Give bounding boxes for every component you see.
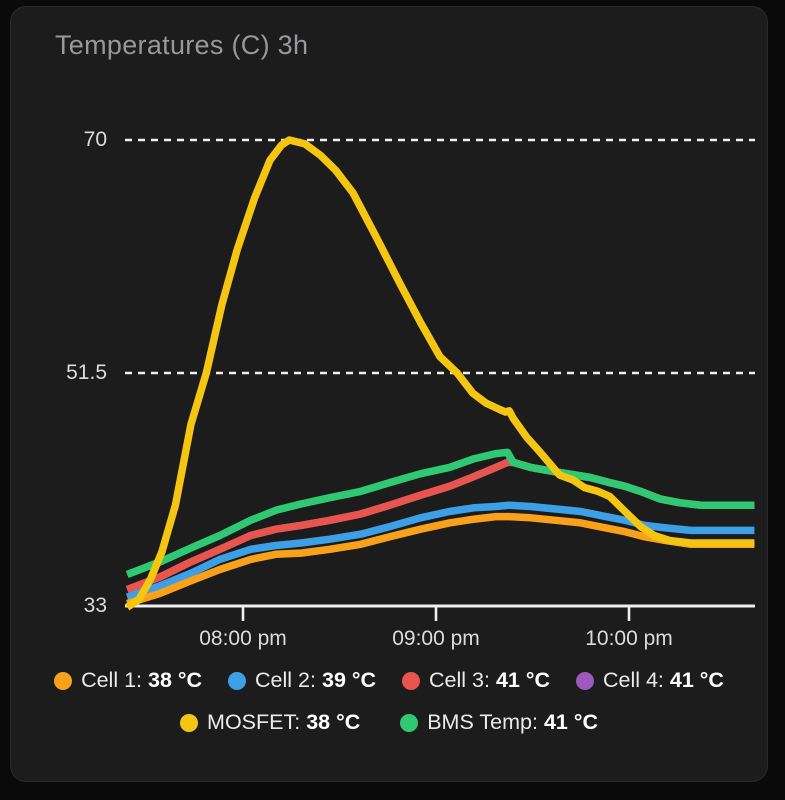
- y-axis-label: 70: [83, 128, 107, 151]
- legend-value: 38 °C: [306, 710, 361, 734]
- legend-label: Cell 3:: [429, 668, 490, 692]
- legend-item-cell1[interactable]: Cell 1: 38 °C: [54, 668, 202, 693]
- legend-value: 38 °C: [148, 668, 203, 692]
- legend-label: BMS Temp:: [427, 710, 538, 734]
- y-axis-label: 33: [83, 593, 107, 617]
- x-axis-label: 09:00 pm: [392, 627, 480, 650]
- chart-title: Temperatures (C) 3h: [55, 30, 309, 60]
- y-axis-label: 51.5: [66, 360, 107, 384]
- legend-item-cell4[interactable]: Cell 4: 41 °C: [575, 668, 724, 693]
- legend-label: MOSFET:: [207, 710, 301, 734]
- legend-label: Cell 2:: [255, 668, 316, 692]
- temperature-card: [10, 6, 768, 782]
- legend-row-1: Cell 1: 38 °C Cell 2: 39 °C Cell 3: 41 °C C…: [10, 668, 768, 693]
- series-line-mosfet[interactable]: [125, 136, 755, 611]
- legend-dot-bms: [400, 713, 419, 732]
- legend-value: 41 °C: [543, 710, 598, 734]
- series-line-cell1[interactable]: [126, 512, 755, 608]
- series-line-bms[interactable]: [125, 448, 755, 579]
- legend-dot-cell3: [402, 671, 420, 690]
- legend-dot-cell2: [228, 671, 247, 690]
- x-axis-label: 10:00 pm: [585, 627, 673, 650]
- legend-item-mosfet[interactable]: MOSFET: 38 °C: [180, 710, 360, 735]
- x-axis-label: 08:00 pm: [199, 627, 287, 650]
- legend-item-bms[interactable]: BMS Temp: 41 °C: [400, 710, 598, 735]
- legend-item-cell3[interactable]: Cell 3: 41 °C: [402, 668, 550, 693]
- legend-label: Cell 4:: [602, 668, 664, 692]
- legend-dot-cell1: [54, 671, 73, 690]
- series-line-cell2[interactable]: [125, 501, 755, 601]
- legend-label: Cell 1:: [81, 668, 143, 692]
- legend-value: 41 °C: [495, 668, 550, 692]
- legend-dot-mosfet: [180, 713, 199, 732]
- legend-item-cell2[interactable]: Cell 2: 39 °C: [228, 668, 376, 693]
- legend-dot-cell4: [575, 671, 594, 690]
- legend-value: 41 °C: [669, 668, 724, 692]
- legend-row-2: MOSFET: 38 °C BMS Temp: 41 °C: [10, 710, 768, 735]
- legend-value: 39 °C: [321, 668, 376, 692]
